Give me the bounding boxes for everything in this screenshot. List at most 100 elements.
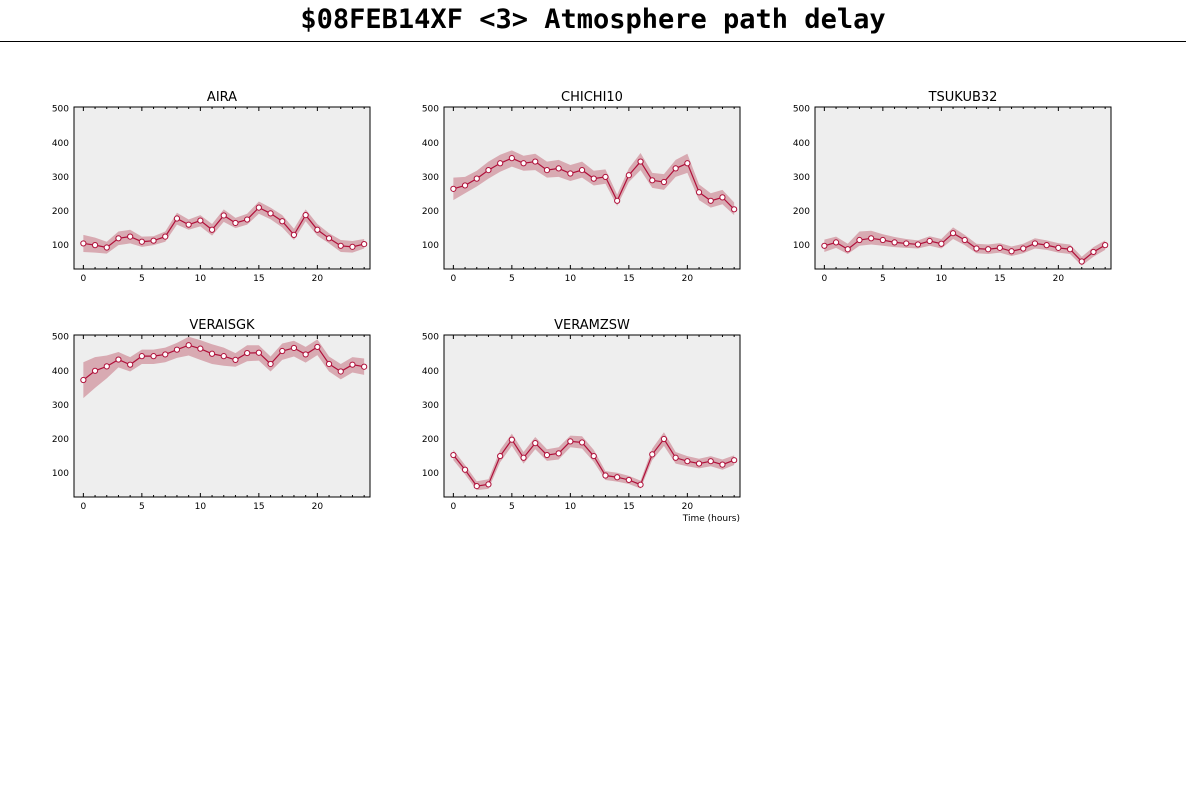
data-point — [832, 239, 840, 246]
data-point — [731, 457, 738, 464]
data-point — [938, 240, 945, 247]
data-point — [220, 212, 227, 219]
data-point — [91, 367, 99, 374]
data-point — [996, 244, 1003, 251]
data-point — [891, 239, 898, 246]
data-point — [302, 212, 309, 219]
data-point — [914, 241, 922, 248]
data-point — [497, 452, 504, 460]
data-point — [361, 363, 368, 370]
data-point — [1102, 242, 1109, 249]
data-point — [590, 452, 597, 460]
data-point — [926, 237, 933, 245]
x-tick-label: 20 — [312, 502, 324, 512]
data-point — [578, 439, 586, 446]
data-point — [844, 246, 851, 253]
x-tick-label: 0 — [450, 502, 456, 512]
data-point — [267, 360, 274, 368]
data-point — [485, 166, 492, 174]
data-point — [80, 376, 87, 384]
data-point — [543, 451, 551, 459]
x-tick-label: 10 — [195, 274, 207, 284]
data-point — [1055, 244, 1062, 251]
x-tick-label: 5 — [139, 274, 145, 284]
data-point — [1078, 258, 1085, 265]
data-point — [279, 218, 286, 225]
x-tick-label: 15 — [994, 274, 1005, 284]
data-point — [127, 361, 134, 368]
x-tick-label: 20 — [1053, 274, 1065, 284]
data-point — [473, 175, 480, 182]
y-tick-label: 100 — [52, 241, 69, 251]
y-tick-label: 200 — [422, 435, 439, 445]
y-tick-label: 400 — [422, 139, 439, 149]
data-point — [660, 435, 668, 443]
chart-panel: 0 5 10 15 20 100 200 300 400 500 TSUKUB32 — [793, 90, 1112, 284]
data-point — [290, 344, 298, 352]
data-point — [821, 242, 828, 249]
y-tick-label: 300 — [52, 401, 69, 411]
data-point — [337, 368, 344, 375]
y-tick-label: 500 — [52, 333, 69, 343]
data-point — [520, 160, 527, 167]
data-point — [349, 361, 356, 368]
data-point — [244, 216, 251, 223]
chart-title: AIRA — [207, 90, 237, 105]
data-point — [173, 215, 181, 222]
data-point — [314, 343, 321, 351]
y-tick-label: 500 — [422, 105, 439, 115]
plot-frame — [73, 334, 371, 498]
data-point — [150, 237, 157, 244]
data-point — [361, 241, 368, 248]
x-tick-label: 20 — [682, 274, 694, 284]
data-point — [450, 451, 457, 459]
plot-frame — [73, 106, 371, 270]
y-tick-label: 200 — [52, 207, 69, 217]
y-tick-label: 100 — [422, 241, 439, 251]
data-point — [185, 342, 192, 349]
data-point — [508, 436, 515, 443]
data-point — [325, 235, 333, 242]
y-tick-label: 200 — [52, 435, 69, 445]
x-tick-label: 0 — [821, 274, 827, 284]
data-point — [602, 173, 609, 181]
data-point — [949, 230, 957, 237]
y-tick-label: 100 — [793, 241, 810, 251]
data-point — [719, 194, 726, 201]
data-point — [684, 458, 691, 465]
data-point — [162, 233, 169, 240]
data-point — [973, 245, 980, 252]
data-point — [567, 170, 574, 177]
data-point — [532, 158, 539, 165]
data-point — [197, 217, 204, 224]
chart-panel: 0 5 10 15 20 100 200 300 400 500 VERAISGK — [52, 318, 371, 512]
data-point — [232, 356, 239, 363]
data-point — [208, 350, 216, 357]
x-tick-label: 0 — [450, 274, 456, 284]
data-point — [450, 185, 457, 192]
data-point — [590, 175, 597, 182]
data-point — [173, 346, 181, 353]
data-point — [903, 240, 910, 247]
data-point — [1066, 246, 1074, 253]
data-point — [602, 472, 609, 479]
data-point — [707, 458, 714, 465]
data-point — [719, 461, 726, 468]
y-tick-label: 400 — [52, 139, 69, 149]
data-point — [961, 236, 968, 244]
y-tick-label: 200 — [793, 207, 810, 217]
data-point — [497, 160, 504, 167]
x-tick-label: 20 — [312, 274, 324, 284]
data-point — [115, 356, 122, 363]
data-point — [461, 182, 469, 189]
x-tick-label: 10 — [565, 274, 577, 284]
chart-title: VERAISGK — [189, 318, 255, 333]
data-point — [255, 349, 262, 356]
data-point — [1020, 245, 1027, 252]
data-point — [649, 177, 656, 184]
data-point — [707, 197, 714, 204]
data-point — [461, 466, 469, 473]
y-tick-label: 100 — [52, 469, 69, 479]
data-point — [520, 454, 527, 461]
y-tick-label: 500 — [793, 105, 810, 115]
